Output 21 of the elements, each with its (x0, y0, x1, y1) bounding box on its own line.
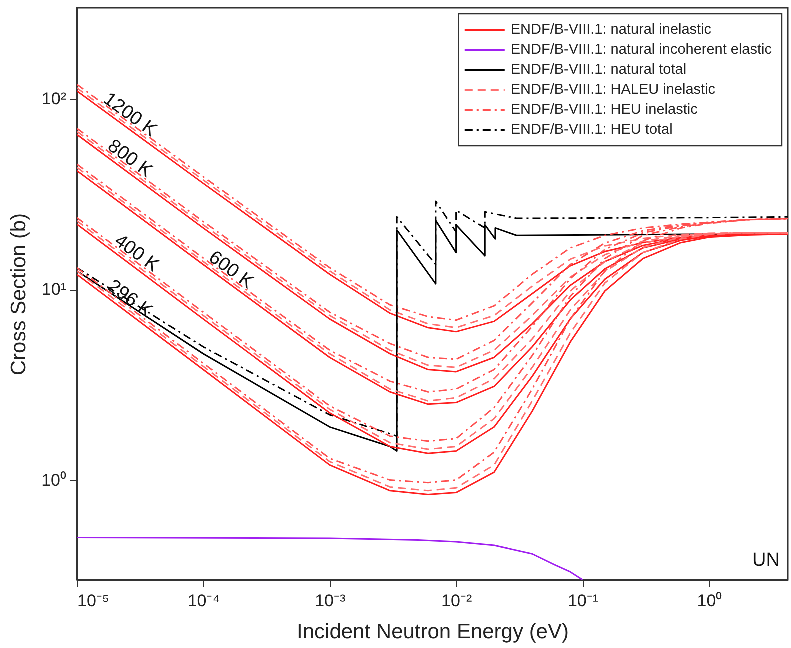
legend-label: ENDF/B-VIII.1: HALEU inelastic (510, 82, 716, 98)
annotation: 400 K (110, 230, 164, 277)
y-tick-label: 10¹ (42, 280, 67, 300)
x-tick-label: 10⁰ (697, 592, 722, 610)
x-axis-title: Incident Neutron Energy (eV) (297, 620, 569, 644)
x-tick-label: 10⁻⁴ (188, 592, 220, 610)
annotation: 600 K (204, 247, 258, 294)
annotation: UN (752, 550, 780, 571)
x-tick-label: 10⁻² (442, 592, 472, 610)
legend-label: ENDF/B-VIII.1: HEU total (510, 122, 673, 138)
legend-label: ENDF/B-VIII.1: natural total (510, 62, 687, 78)
x-tick-label: 10⁻⁵ (78, 592, 110, 610)
x-tick-label: 10⁻¹ (568, 592, 599, 610)
y-tick-label: 10⁰ (42, 470, 66, 490)
annotation: 296 K (104, 276, 157, 322)
y-tick-label: 10² (42, 89, 67, 108)
legend-label: ENDF/B-VIII.1: natural incoherent elastic (510, 42, 772, 58)
legend-label: ENDF/B-VIII.1: HEU inelastic (510, 102, 698, 118)
legend-label: ENDF/B-VIII.1: natural inelastic (510, 22, 712, 38)
x-tick-label: 10⁻³ (315, 592, 346, 610)
y-axis-title: Cross Section (b) (8, 213, 31, 376)
